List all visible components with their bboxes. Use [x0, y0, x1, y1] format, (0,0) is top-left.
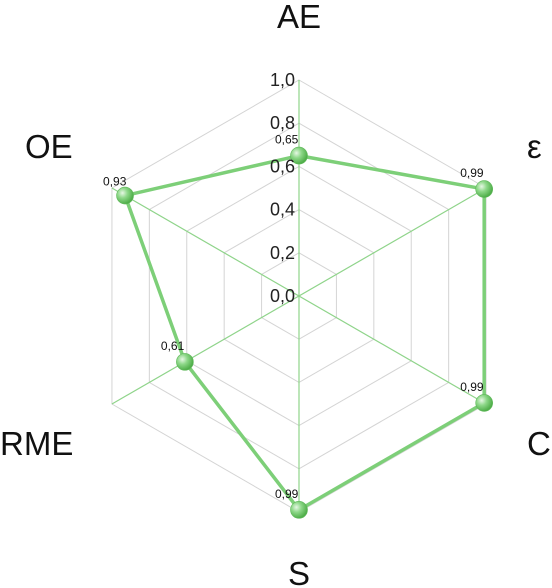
data-label: 0,99: [275, 487, 299, 501]
data-point-AE: [290, 146, 308, 165]
data-point-RME: [176, 353, 194, 371]
axis-label: C: [527, 425, 551, 462]
series-layer: [116, 146, 493, 519]
data-point-ε: [475, 180, 493, 198]
data-label: 0,61: [161, 339, 185, 353]
tick-label: 0,6: [270, 156, 295, 176]
data-point-C: [475, 394, 493, 412]
data-label: 0,93: [103, 175, 127, 189]
axis-label: ε: [527, 128, 542, 165]
tick-label: 0,8: [270, 113, 295, 133]
axis-line-2: [111, 187, 487, 405]
axis-label: OE: [25, 128, 73, 165]
tick-label: 0,2: [270, 243, 295, 263]
data-label: 0,99: [460, 380, 484, 394]
tick-label: 0,0: [270, 286, 295, 306]
axis-label: S: [288, 555, 310, 588]
data-point-OE: [116, 186, 134, 205]
data-point-S: [290, 501, 308, 519]
series-line: [122, 153, 486, 513]
tick-label: 1,0: [270, 70, 295, 90]
tick-label: 0,4: [270, 200, 295, 220]
axis-lines: [111, 80, 487, 512]
axis-label: RME: [0, 425, 73, 462]
data-label: 0,99: [460, 166, 484, 180]
axis-label: AE: [277, 0, 321, 35]
data-label: 0,65: [275, 133, 299, 147]
